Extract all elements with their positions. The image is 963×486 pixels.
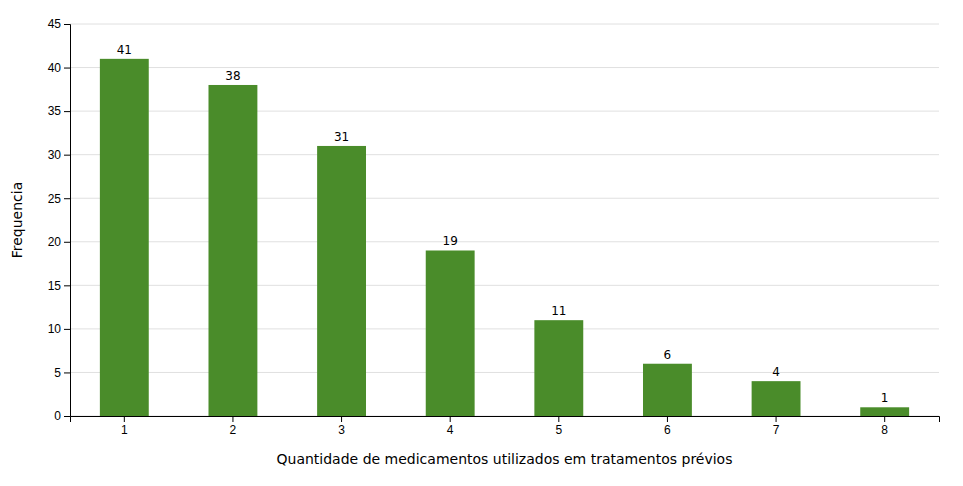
- bars: [100, 59, 909, 416]
- y-tick-mark: [64, 68, 70, 69]
- y-tick-mark: [64, 285, 70, 286]
- data-label: 1: [881, 391, 889, 405]
- x-tick-label: 2: [230, 423, 237, 437]
- y-tick: 10: [48, 322, 70, 336]
- y-tick-mark: [64, 416, 70, 417]
- y-tick-mark: [64, 372, 70, 373]
- data-label: 31: [334, 130, 349, 144]
- y-tick-mark: [64, 242, 70, 243]
- bar: [426, 250, 475, 416]
- y-tick: 35: [48, 104, 70, 118]
- y-tick-label: 45: [48, 17, 62, 31]
- data-label: 11: [551, 304, 566, 318]
- y-tick-label: 0: [54, 409, 61, 423]
- y-tick: 40: [48, 61, 70, 75]
- grid-line: [70, 285, 939, 286]
- y-tick: 20: [48, 235, 70, 249]
- x-tick-label: 8: [881, 423, 888, 437]
- grid-line: [70, 198, 939, 199]
- y-tick: 25: [48, 192, 70, 206]
- bar: [860, 407, 909, 416]
- data-label: 38: [225, 69, 240, 83]
- x-tick-label: 1: [121, 423, 128, 437]
- data-label: 19: [443, 234, 458, 248]
- plot: 413831191164112345678051015202530354045: [48, 17, 940, 436]
- y-axis-title: Frequencia: [9, 182, 25, 259]
- x-tick-label: 4: [447, 423, 454, 437]
- x-axis-title: Quantidade de medicamentos utilizados em…: [277, 451, 733, 467]
- x-axis-line: [71, 417, 940, 423]
- bar: [534, 320, 583, 416]
- grid-line: [70, 24, 939, 25]
- bar: [643, 364, 692, 416]
- grid-line: [70, 328, 939, 329]
- y-tick-mark: [64, 198, 70, 199]
- y-tick-label: 35: [48, 104, 62, 118]
- y-tick: 5: [54, 366, 70, 380]
- bar: [100, 59, 149, 416]
- x-tick: 3: [338, 416, 345, 437]
- x-tick-mark: [667, 416, 668, 422]
- x-tick-label: 6: [664, 423, 671, 437]
- data-labels: 4138311911641: [117, 43, 889, 405]
- chart: 413831191164112345678051015202530354045Q…: [0, 0, 963, 486]
- y-tick: 0: [54, 409, 70, 423]
- data-label: 6: [664, 348, 672, 362]
- x-tick: 6: [664, 416, 671, 437]
- y-tick-label: 25: [48, 192, 62, 206]
- grid-line: [70, 67, 939, 68]
- grid: [70, 24, 939, 416]
- y-tick-label: 20: [48, 235, 62, 249]
- y-tick-label: 30: [48, 148, 62, 162]
- x-tick-mark: [558, 416, 559, 422]
- x-tick-mark: [884, 416, 885, 422]
- x-tick-mark: [124, 416, 125, 422]
- y-tick-mark: [64, 111, 70, 112]
- x-tick-label: 5: [555, 423, 562, 437]
- grid-line: [70, 372, 939, 373]
- x-tick: 2: [230, 416, 237, 437]
- bar: [317, 146, 366, 416]
- y-tick-label: 5: [54, 366, 61, 380]
- x-tick-label: 7: [773, 423, 780, 437]
- y-axis: 0 5 10 15 20 25 30 35 40 45: [48, 17, 71, 423]
- bar: [208, 85, 257, 416]
- data-label: 4: [772, 365, 780, 379]
- x-tick-mark: [232, 416, 233, 422]
- x-tick-mark: [776, 416, 777, 422]
- grid-line: [70, 154, 939, 155]
- y-tick-label: 40: [48, 61, 62, 75]
- grid-line: [70, 241, 939, 242]
- y-tick-mark: [64, 155, 70, 156]
- x-tick-label: 3: [338, 423, 345, 437]
- x-tick-mark: [450, 416, 451, 422]
- x-axis: 1 2 3 4 5 6 7 8: [71, 416, 940, 437]
- y-tick: 15: [48, 279, 70, 293]
- x-tick: 7: [773, 416, 780, 437]
- y-axis-line: [64, 25, 71, 417]
- y-tick: 30: [48, 148, 70, 162]
- x-tick: 5: [555, 416, 562, 437]
- x-tick-mark: [341, 416, 342, 422]
- x-tick: 8: [881, 416, 888, 437]
- y-tick-mark: [64, 329, 70, 330]
- y-tick: 45: [48, 17, 70, 31]
- x-tick: 1: [121, 416, 128, 437]
- grid-line: [70, 111, 939, 112]
- x-tick: 4: [447, 416, 454, 437]
- y-tick-label: 10: [48, 322, 62, 336]
- bar: [752, 381, 801, 416]
- y-tick-mark: [64, 24, 70, 25]
- data-label: 41: [117, 43, 132, 57]
- y-tick-label: 15: [48, 279, 62, 293]
